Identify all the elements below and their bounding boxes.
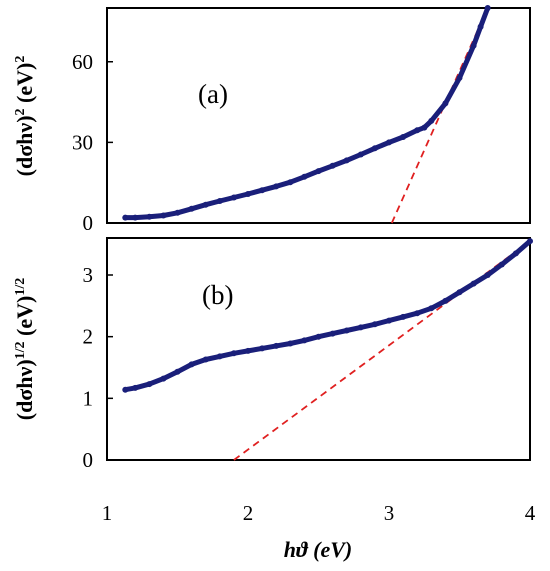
panel-b-y-ticks: 0 1 2 3 [83,263,113,472]
panel-b-data-point [132,384,139,391]
panel-b-y-tick-label: 1 [83,386,94,410]
panel-b-data-point [146,381,153,388]
panel-b-data-point [343,327,350,334]
panel-a-data-point [357,151,364,158]
panel-a-data-point [386,139,392,146]
panel-a-data-point [329,162,336,169]
x-tick-label: 4 [525,501,536,525]
panel-b-data-line [122,238,533,393]
panel-b-y-tick-label: 2 [83,325,94,349]
panel-b-data-point [456,289,463,296]
panel-a-data-point [421,124,428,131]
panel-b-data-point [202,356,209,363]
panel-b-data-point [484,272,491,278]
panel-b-data-point [245,347,251,354]
panel-b-data-point [122,386,129,393]
panel-a-data-point [414,127,421,134]
panel-a-data-point [216,198,223,204]
panel-b-data-point [414,310,421,317]
panel-b-frame [106,237,531,461]
panel-a-data-point [315,168,322,175]
panel-b-data-point [301,337,308,344]
panel-a-data-line [122,5,491,221]
panel-b-data-point [357,324,364,331]
panel-a-data-point [343,157,350,164]
panel-a-frame [106,7,531,224]
panel-a-data-point [371,145,378,152]
x-tick-label: 2 [243,501,254,525]
panel-b-data-point [386,317,392,324]
panel-b-data-point [216,353,223,360]
panel-a-data-point [273,183,280,190]
panel-b-data-point [329,330,336,337]
panel-a-data-point [202,201,209,208]
panel-b-data-point [498,261,505,268]
panel-a-data-point [230,194,237,201]
panel-b-data-point [400,313,407,320]
panel-b-x-ticks: 1 2 3 4 [102,501,536,525]
panel-b-data-point [230,350,237,357]
panel-b-data-point [315,333,322,340]
panel-a-y-axis-label: (dσhν)2 (eV)2 [12,56,37,177]
panel-a-data-point [259,187,266,194]
panel-b-data-point [512,250,519,257]
panel-a-y-tick-label: 0 [83,211,94,235]
panel-a-data-point [174,209,181,216]
x-tick-label: 1 [102,501,113,525]
panel-b-y-tick-label: 3 [83,263,94,287]
panel-a-data-point [301,173,308,180]
x-tick-label: 3 [384,501,395,525]
panel-b-label: (b) [202,280,233,310]
panel-b-data-point [259,345,266,352]
panel-a-data-point [245,191,251,197]
panel-a-data-point [188,205,195,212]
panel-b-data-point [273,342,280,349]
x-axis-label: hϑ (eV) [284,537,352,562]
panel-b-y-tick-label: 0 [83,448,94,472]
panel-b-data-point [442,297,449,304]
panel-a-data-point [442,100,449,107]
panel-a-y-tick-label: 30 [72,130,93,154]
panel-b-data-point [527,238,533,245]
panel-a-data-point [470,42,477,49]
panel-a-data-point [428,117,435,124]
panel-b-data-point [470,280,477,287]
panel-a-data-points [122,5,491,221]
panel-a-y-tick-label: 60 [72,50,93,74]
panel-a-label: (a) [198,79,228,109]
panel-a-data-point [132,214,139,221]
panel-a-data-point [287,179,294,186]
panel-b-data-point [428,305,435,312]
panel-b: 0 1 2 3 1 2 3 4 (b) (dσhν)1/2 (eV)1/2 hϑ (eV) [12,237,536,562]
panel-a-data-point [456,74,463,81]
panel-a-y-ticks: 0 30 60 [72,50,113,235]
panel-b-y-axis-label: (dσhν)1/2 (eV)1/2 [12,278,37,421]
panel-b-data-point [188,361,195,368]
panel-b-data-point [160,375,167,382]
panel-b-data-point [174,368,181,375]
panel-a-data-point [484,5,491,11]
panel-b-data-point [371,321,378,328]
panel-a: 0 30 60 (a) (dσhν)2 (eV)2 [12,5,531,235]
panel-a-data-point [477,23,484,30]
panel-a-data-point [122,214,129,221]
panel-b-data-point [287,340,294,347]
panel-a-data-point [146,213,153,220]
panel-a-data-point [160,212,167,219]
panel-b-data-points [122,238,533,393]
panel-a-data-point [400,134,407,140]
